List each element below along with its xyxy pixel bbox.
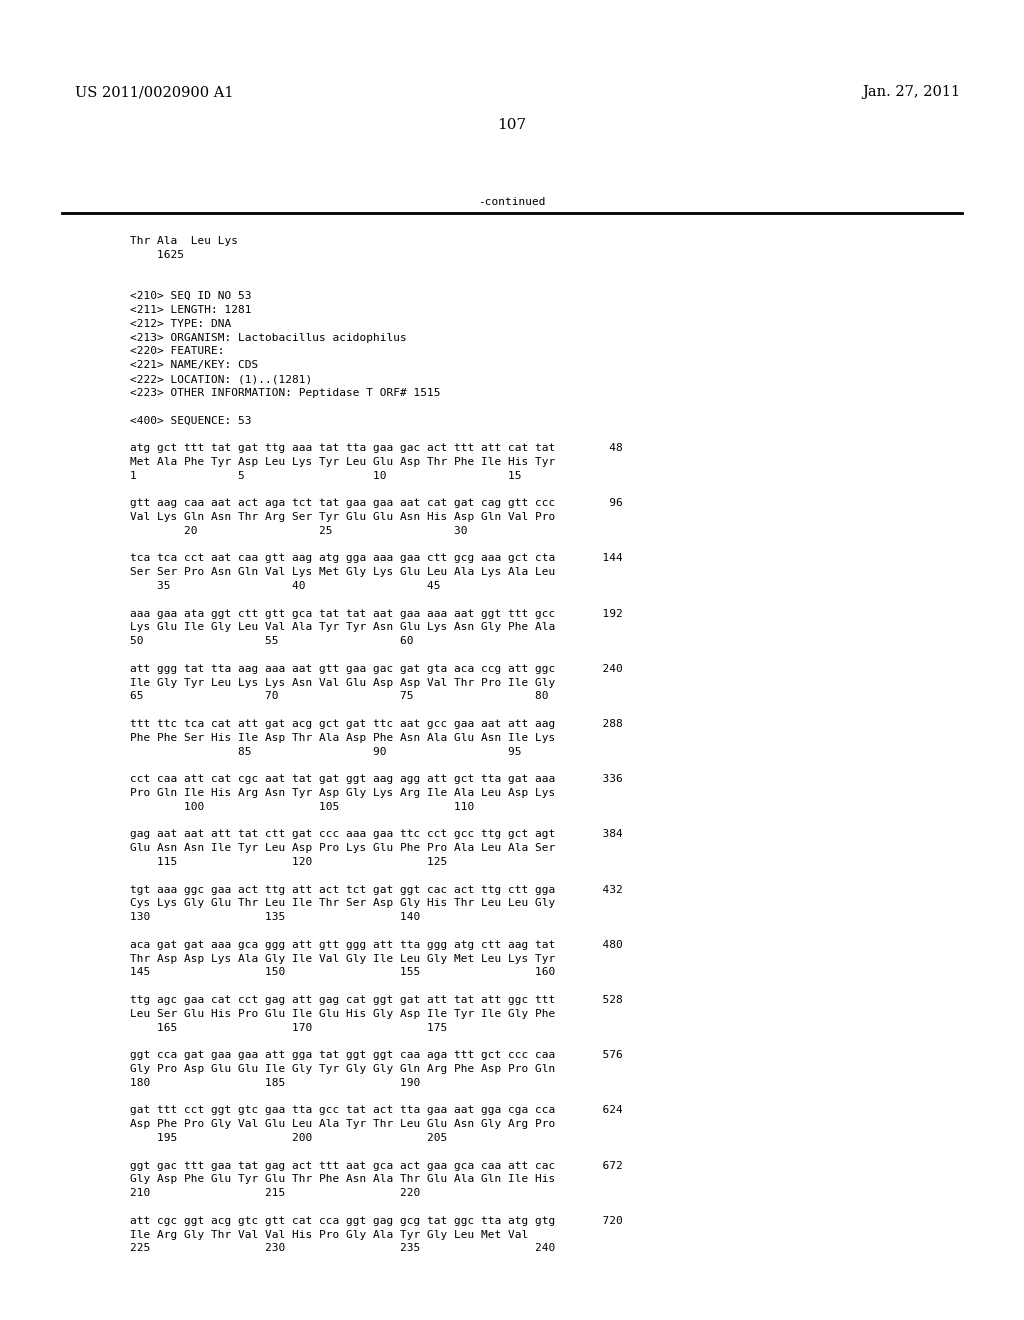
Text: 225                 230                 235                 240: 225 230 235 240: [130, 1243, 555, 1254]
Text: Lys Glu Ile Gly Leu Val Ala Tyr Tyr Asn Glu Lys Asn Gly Phe Ala: Lys Glu Ile Gly Leu Val Ala Tyr Tyr Asn …: [130, 623, 555, 632]
Text: tca tca cct aat caa gtt aag atg gga aaa gaa ctt gcg aaa gct cta       144: tca tca cct aat caa gtt aag atg gga aaa …: [130, 553, 623, 564]
Text: 195                 200                 205: 195 200 205: [130, 1133, 447, 1143]
Text: 210                 215                 220: 210 215 220: [130, 1188, 420, 1199]
Text: Gly Asp Phe Glu Tyr Glu Thr Phe Asn Ala Thr Glu Ala Gln Ile His: Gly Asp Phe Glu Tyr Glu Thr Phe Asn Ala …: [130, 1175, 555, 1184]
Text: 165                 170                 175: 165 170 175: [130, 1023, 447, 1032]
Text: att cgc ggt acg gtc gtt cat cca ggt gag gcg tat ggc tta atg gtg       720: att cgc ggt acg gtc gtt cat cca ggt gag …: [130, 1216, 623, 1226]
Text: Ile Arg Gly Thr Val Val His Pro Gly Ala Tyr Gly Leu Met Val: Ile Arg Gly Thr Val Val His Pro Gly Ala …: [130, 1230, 528, 1239]
Text: atg gct ttt tat gat ttg aaa tat tta gaa gac act ttt att cat tat        48: atg gct ttt tat gat ttg aaa tat tta gaa …: [130, 444, 623, 453]
Text: Glu Asn Asn Ile Tyr Leu Asp Pro Lys Glu Phe Pro Ala Leu Ala Ser: Glu Asn Asn Ile Tyr Leu Asp Pro Lys Glu …: [130, 843, 555, 853]
Text: -continued: -continued: [478, 197, 546, 207]
Text: 145                 150                 155                 160: 145 150 155 160: [130, 968, 555, 977]
Text: <220> FEATURE:: <220> FEATURE:: [130, 346, 224, 356]
Text: 65                  70                  75                  80: 65 70 75 80: [130, 692, 549, 701]
Text: 1625: 1625: [130, 249, 184, 260]
Text: aaa gaa ata ggt ctt gtt gca tat tat aat gaa aaa aat ggt ttt gcc       192: aaa gaa ata ggt ctt gtt gca tat tat aat …: [130, 609, 623, 619]
Text: Ser Ser Pro Asn Gln Val Lys Met Gly Lys Glu Leu Ala Lys Ala Leu: Ser Ser Pro Asn Gln Val Lys Met Gly Lys …: [130, 568, 555, 577]
Text: gtt aag caa aat act aga tct tat gaa gaa aat cat gat cag gtt ccc        96: gtt aag caa aat act aga tct tat gaa gaa …: [130, 498, 623, 508]
Text: <222> LOCATION: (1)..(1281): <222> LOCATION: (1)..(1281): [130, 374, 312, 384]
Text: Met Ala Phe Tyr Asp Leu Lys Tyr Leu Glu Asp Thr Phe Ile His Tyr: Met Ala Phe Tyr Asp Leu Lys Tyr Leu Glu …: [130, 457, 555, 467]
Text: 130                 135                 140: 130 135 140: [130, 912, 420, 923]
Text: 50                  55                  60: 50 55 60: [130, 636, 414, 647]
Text: Thr Asp Asp Lys Ala Gly Ile Val Gly Ile Leu Gly Met Leu Lys Tyr: Thr Asp Asp Lys Ala Gly Ile Val Gly Ile …: [130, 953, 555, 964]
Text: ttt ttc tca cat att gat acg gct gat ttc aat gcc gaa aat att aag       288: ttt ttc tca cat att gat acg gct gat ttc …: [130, 719, 623, 729]
Text: 1               5                   10                  15: 1 5 10 15: [130, 471, 521, 480]
Text: 85                  90                  95: 85 90 95: [130, 747, 521, 756]
Text: att ggg tat tta aag aaa aat gtt gaa gac gat gta aca ccg att ggc       240: att ggg tat tta aag aaa aat gtt gaa gac …: [130, 664, 623, 673]
Text: <223> OTHER INFORMATION: Peptidase T ORF# 1515: <223> OTHER INFORMATION: Peptidase T ORF…: [130, 388, 440, 397]
Text: Cys Lys Gly Glu Thr Leu Ile Thr Ser Asp Gly His Thr Leu Leu Gly: Cys Lys Gly Glu Thr Leu Ile Thr Ser Asp …: [130, 899, 555, 908]
Text: <212> TYPE: DNA: <212> TYPE: DNA: [130, 319, 231, 329]
Text: <211> LENGTH: 1281: <211> LENGTH: 1281: [130, 305, 252, 315]
Text: <221> NAME/KEY: CDS: <221> NAME/KEY: CDS: [130, 360, 258, 370]
Text: cct caa att cat cgc aat tat gat ggt aag agg att gct tta gat aaa       336: cct caa att cat cgc aat tat gat ggt aag …: [130, 775, 623, 784]
Text: <400> SEQUENCE: 53: <400> SEQUENCE: 53: [130, 416, 252, 425]
Text: aca gat gat aaa gca ggg att gtt ggg att tta ggg atg ctt aag tat       480: aca gat gat aaa gca ggg att gtt ggg att …: [130, 940, 623, 950]
Text: Phe Phe Ser His Ile Asp Thr Ala Asp Phe Asn Ala Glu Asn Ile Lys: Phe Phe Ser His Ile Asp Thr Ala Asp Phe …: [130, 733, 555, 743]
Text: ttg agc gaa cat cct gag att gag cat ggt gat att tat att ggc ttt       528: ttg agc gaa cat cct gag att gag cat ggt …: [130, 995, 623, 1005]
Text: Ile Gly Tyr Leu Lys Lys Asn Val Glu Asp Asp Val Thr Pro Ile Gly: Ile Gly Tyr Leu Lys Lys Asn Val Glu Asp …: [130, 677, 555, 688]
Text: US 2011/0020900 A1: US 2011/0020900 A1: [75, 84, 233, 99]
Text: 180                 185                 190: 180 185 190: [130, 1078, 420, 1088]
Text: ggt cca gat gaa gaa att gga tat ggt ggt caa aga ttt gct ccc caa       576: ggt cca gat gaa gaa att gga tat ggt ggt …: [130, 1051, 623, 1060]
Text: <213> ORGANISM: Lactobacillus acidophilus: <213> ORGANISM: Lactobacillus acidophilu…: [130, 333, 407, 343]
Text: 115                 120                 125: 115 120 125: [130, 857, 447, 867]
Text: Pro Gln Ile His Arg Asn Tyr Asp Gly Lys Arg Ile Ala Leu Asp Lys: Pro Gln Ile His Arg Asn Tyr Asp Gly Lys …: [130, 788, 555, 799]
Text: Asp Phe Pro Gly Val Glu Leu Ala Tyr Thr Leu Glu Asn Gly Arg Pro: Asp Phe Pro Gly Val Glu Leu Ala Tyr Thr …: [130, 1119, 555, 1129]
Text: Thr Ala  Leu Lys: Thr Ala Leu Lys: [130, 236, 238, 246]
Text: tgt aaa ggc gaa act ttg att act tct gat ggt cac act ttg ctt gga       432: tgt aaa ggc gaa act ttg att act tct gat …: [130, 884, 623, 895]
Text: ggt gac ttt gaa tat gag act ttt aat gca act gaa gca caa att cac       672: ggt gac ttt gaa tat gag act ttt aat gca …: [130, 1160, 623, 1171]
Text: Jan. 27, 2011: Jan. 27, 2011: [862, 84, 961, 99]
Text: Gly Pro Asp Glu Glu Ile Gly Tyr Gly Gly Gln Arg Phe Asp Pro Gln: Gly Pro Asp Glu Glu Ile Gly Tyr Gly Gly …: [130, 1064, 555, 1074]
Text: 35                  40                  45: 35 40 45: [130, 581, 440, 591]
Text: 20                  25                  30: 20 25 30: [130, 525, 468, 536]
Text: 107: 107: [498, 117, 526, 132]
Text: gag aat aat att tat ctt gat ccc aaa gaa ttc cct gcc ttg gct agt       384: gag aat aat att tat ctt gat ccc aaa gaa …: [130, 829, 623, 840]
Text: <210> SEQ ID NO 53: <210> SEQ ID NO 53: [130, 292, 252, 301]
Text: Val Lys Gln Asn Thr Arg Ser Tyr Glu Glu Asn His Asp Gln Val Pro: Val Lys Gln Asn Thr Arg Ser Tyr Glu Glu …: [130, 512, 555, 521]
Text: Leu Ser Glu His Pro Glu Ile Glu His Gly Asp Ile Tyr Ile Gly Phe: Leu Ser Glu His Pro Glu Ile Glu His Gly …: [130, 1008, 555, 1019]
Text: 100                 105                 110: 100 105 110: [130, 801, 474, 812]
Text: gat ttt cct ggt gtc gaa tta gcc tat act tta gaa aat gga cga cca       624: gat ttt cct ggt gtc gaa tta gcc tat act …: [130, 1105, 623, 1115]
